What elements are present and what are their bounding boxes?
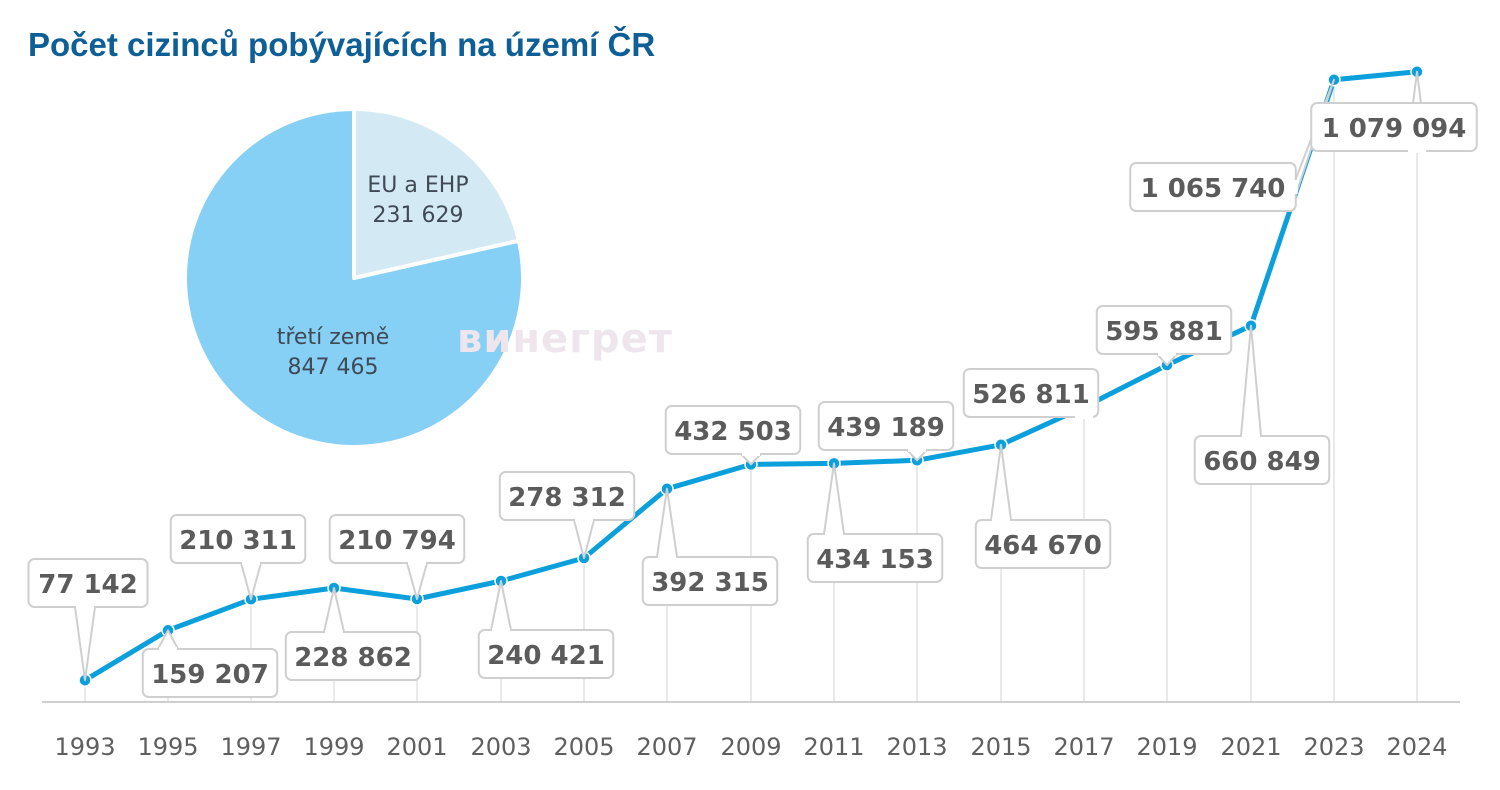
x-tick-label: 1999	[303, 733, 364, 761]
data-label: 210 311	[179, 526, 297, 556]
data-callout: 434 153	[806, 462, 944, 583]
pie-slice-label: třetí země	[277, 325, 390, 350]
x-tick-label: 2009	[720, 733, 781, 761]
data-callout: 526 811	[962, 368, 1100, 419]
x-tick-label: 2023	[1303, 733, 1364, 761]
x-tick-label: 2024	[1386, 733, 1447, 761]
x-tick-label: 2015	[970, 733, 1031, 761]
x-tick-label: 1993	[54, 733, 115, 761]
pie-slice	[352, 107, 521, 280]
x-tick-label: 2005	[553, 733, 614, 761]
data-callout: 240 421	[477, 579, 615, 679]
data-callout: 278 312	[498, 471, 636, 559]
pie-slice	[183, 107, 525, 449]
data-label: 595 881	[1105, 317, 1223, 347]
data-callout: 439 189	[817, 401, 955, 462]
data-label: 1 079 094	[1322, 114, 1467, 144]
data-label: 432 503	[674, 417, 792, 447]
x-tick-label: 2017	[1053, 733, 1114, 761]
x-tick-label: 2019	[1136, 733, 1197, 761]
data-callout: 432 503	[664, 405, 802, 466]
pie-slice-label: EU a EHP	[367, 173, 468, 198]
x-tick-label: 2003	[470, 733, 531, 761]
data-label: 159 207	[151, 660, 269, 690]
data-callout: 210 794	[328, 514, 466, 600]
data-callout: 392 315	[641, 487, 779, 606]
data-label: 77 142	[38, 570, 138, 600]
data-label: 228 862	[294, 643, 412, 673]
watermark-logo: винегрет	[457, 316, 673, 362]
data-callout: 464 670	[974, 443, 1112, 569]
data-label: 1 065 740	[1141, 174, 1286, 204]
data-label: 439 189	[827, 413, 945, 443]
data-callout: 660 849	[1193, 324, 1331, 485]
x-tick-label: 1997	[220, 733, 281, 761]
x-tick-label: 2013	[886, 733, 947, 761]
data-callout: 77 142	[27, 558, 149, 682]
x-tick-label: 2021	[1220, 733, 1281, 761]
x-tick-label: 2001	[386, 733, 447, 761]
data-callout: 159 207	[141, 629, 279, 698]
data-label: 526 811	[972, 380, 1090, 410]
x-tick-label: 2007	[636, 733, 697, 761]
data-label: 464 670	[984, 531, 1102, 561]
data-label: 660 849	[1203, 447, 1321, 477]
x-tick-label: 2011	[803, 733, 864, 761]
data-callout: 1 079 094	[1310, 70, 1478, 153]
chart-title: Počet cizinců pobývajících na území ČR	[28, 26, 656, 63]
data-label: 278 312	[508, 483, 626, 513]
data-label: 392 315	[651, 568, 769, 598]
data-callout: 595 881	[1095, 305, 1233, 367]
data-callout: 228 862	[284, 587, 422, 681]
pie-slice-value: 231 629	[373, 203, 464, 228]
pie-chart: EU a EHP 231 629 třetí země 847 465	[183, 107, 525, 449]
data-callout: 210 311	[169, 514, 307, 601]
data-callout: 1 065 740	[1129, 78, 1335, 212]
data-callouts: 77 142 159 207 210 311 228 862 210 794 240 42…	[27, 70, 1478, 698]
data-label: 240 421	[487, 641, 605, 671]
data-label: 210 794	[338, 526, 456, 556]
x-tick-label: 1995	[137, 733, 198, 761]
data-label: 434 153	[816, 545, 934, 575]
x-tick-labels: 1993 1995 1997 1999 2001 2003 2005 2007 2009 2011…	[54, 733, 1447, 761]
data-points	[78, 64, 1424, 687]
pie-slice-value: 847 465	[288, 355, 379, 380]
